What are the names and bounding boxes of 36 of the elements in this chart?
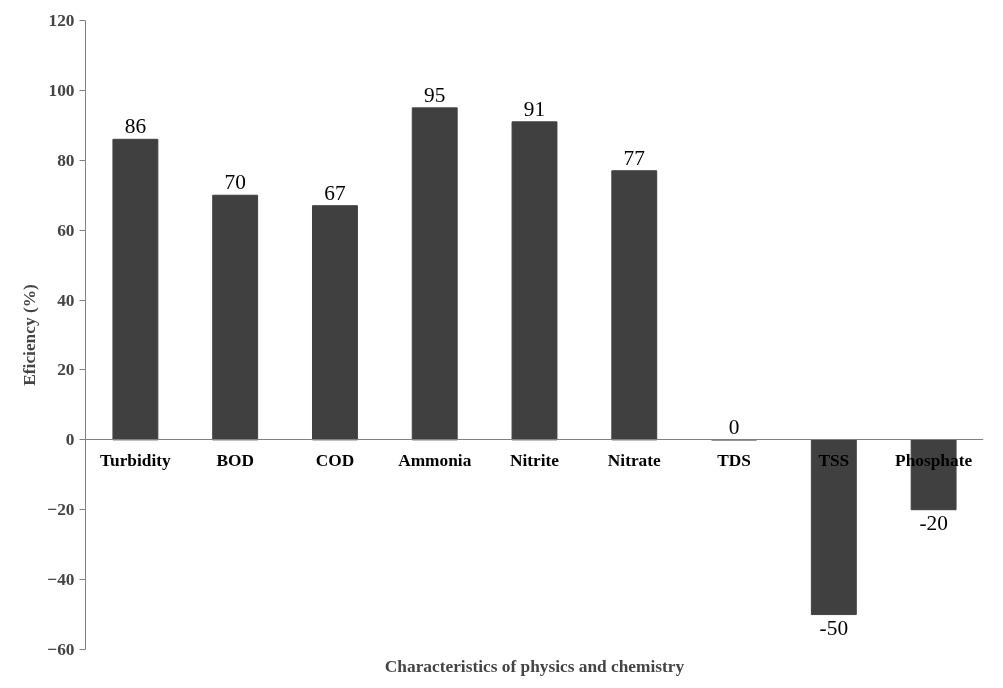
x-axis-title: Characteristics of physics and chemistry (384, 656, 685, 676)
data-label: -20 (919, 510, 948, 535)
bar (212, 194, 259, 441)
x-tick-label: BOD (216, 450, 254, 470)
bar (411, 107, 458, 441)
x-tick-label: Nitrite (509, 450, 560, 470)
y-tick-label: 20 (57, 360, 75, 380)
x-tick-label: Ammonia (398, 450, 472, 470)
y-axis-title: Eficiency (%) (20, 284, 40, 386)
data-label: 67 (324, 180, 346, 205)
bar (611, 170, 658, 441)
y-tick-label: 100 (48, 80, 75, 100)
y-tick-label: 80 (57, 150, 75, 170)
data-label: 95 (424, 82, 446, 107)
bar (311, 205, 358, 441)
y-tick-label: 40 (57, 290, 75, 310)
data-label: 91 (523, 96, 546, 121)
bar (810, 439, 857, 616)
x-tick-label: Turbidity (100, 450, 172, 470)
data-label: 70 (224, 170, 246, 195)
x-tick-label: TDS (717, 450, 751, 470)
y-tick-label: −40 (47, 570, 75, 590)
y-tick-label: 0 (65, 430, 75, 450)
data-label: -50 (819, 615, 849, 640)
y-tick-label: 120 (48, 11, 75, 30)
bar (112, 138, 159, 441)
bar (511, 121, 558, 441)
y-tick-label: −20 (47, 500, 75, 520)
data-label: 77 (623, 145, 646, 170)
y-tick-label: 60 (57, 220, 75, 240)
x-tick-label: COD (315, 450, 355, 470)
x-tick-label: TSS (818, 450, 850, 470)
data-label: 0 (728, 414, 740, 439)
data-label: 86 (124, 114, 147, 139)
y-tick-label: −60 (47, 640, 75, 659)
x-tick-label: Nitrate (607, 450, 662, 470)
